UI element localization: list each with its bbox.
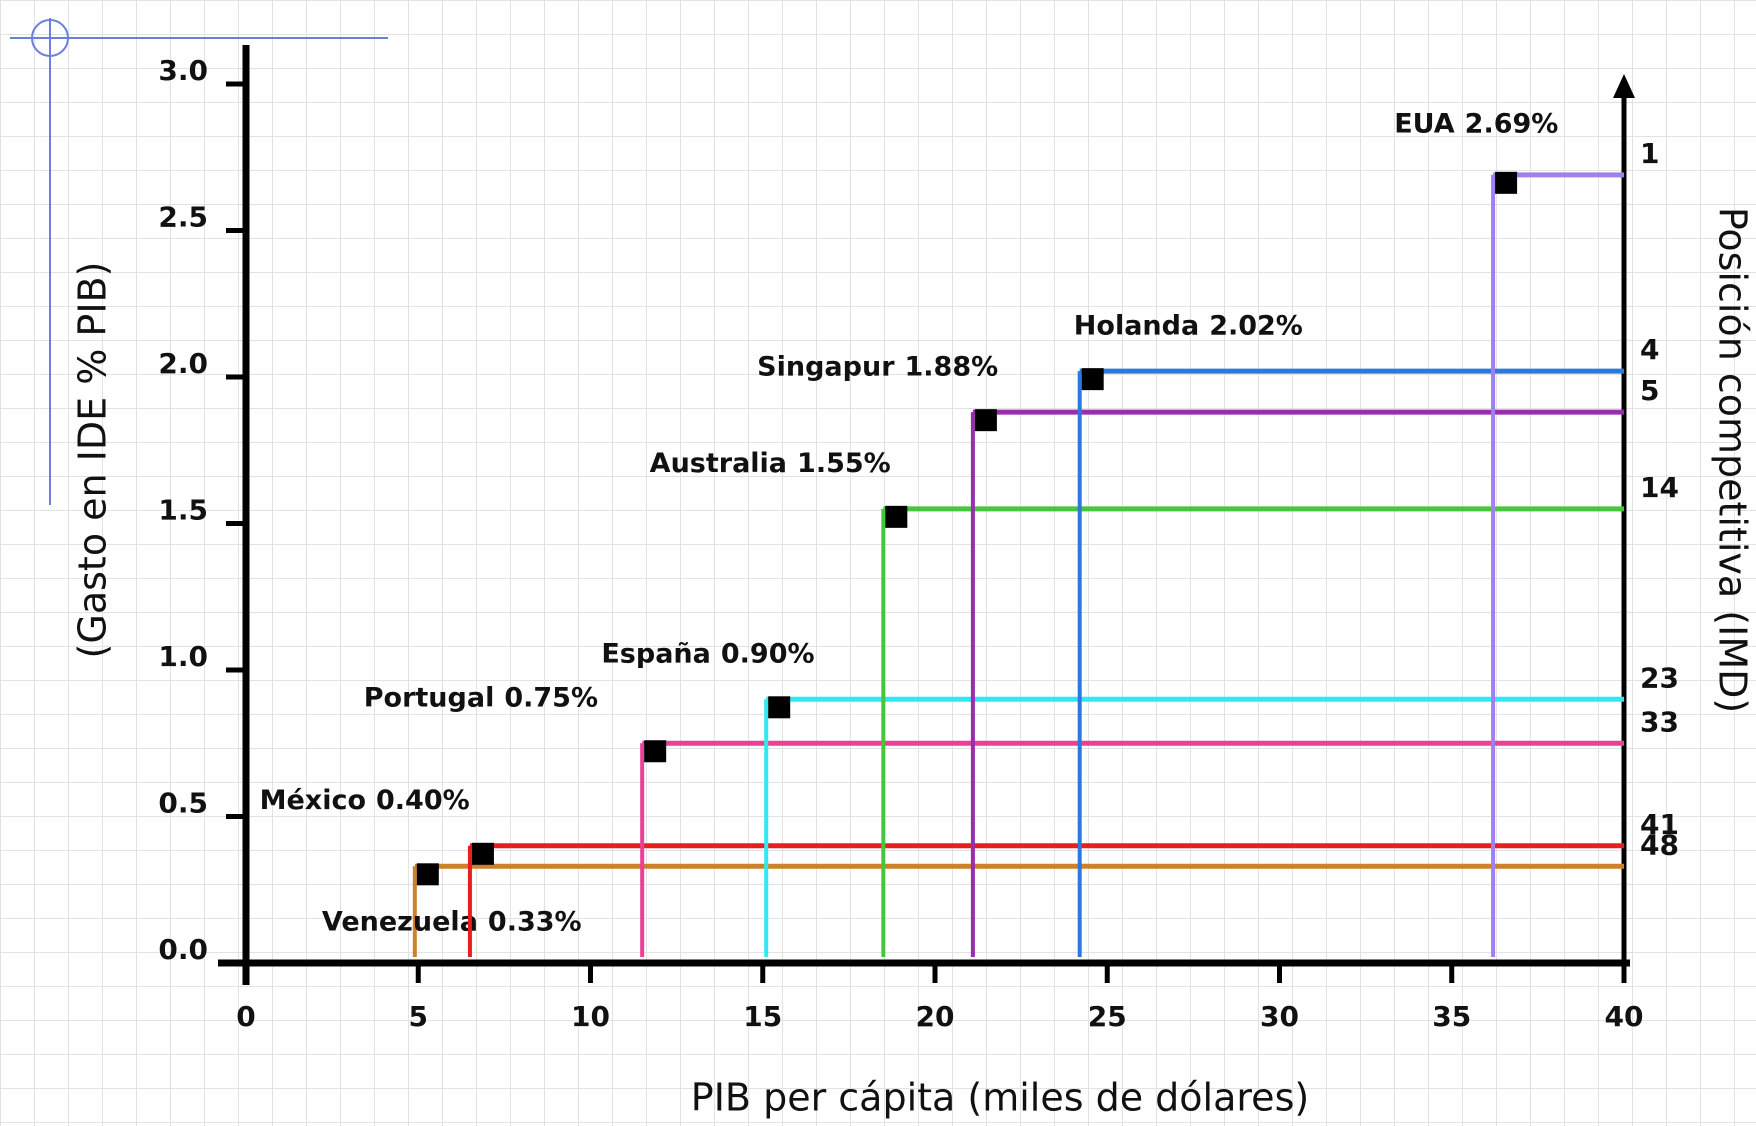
x-tick-label: 40 <box>1605 1000 1644 1033</box>
y-tick-label: 1.0 <box>158 640 208 673</box>
value-label: 0.90% <box>721 638 815 669</box>
x-tick-label: 30 <box>1260 1000 1299 1033</box>
x-axis-title: PIB per cápita (miles de dólares) <box>691 1076 1309 1120</box>
country-name: México <box>260 785 366 816</box>
point-label: Holanda 2.02% <box>1074 310 1303 341</box>
value-label: 0.75% <box>504 682 598 713</box>
y-tick-label: 2.0 <box>158 347 208 380</box>
value-label: 1.88% <box>905 351 999 382</box>
y2-axis-arrow <box>1613 74 1635 98</box>
point <box>644 740 667 763</box>
point <box>1081 368 1104 391</box>
country-name: Venezuela <box>322 906 478 937</box>
y-tick-label: 1.5 <box>158 494 208 527</box>
rank-label: 48 <box>1640 828 1679 861</box>
point <box>416 863 439 886</box>
x-tick-label: 10 <box>571 1000 610 1033</box>
rank-label: 1 <box>1640 137 1659 170</box>
y-tick-label: 2.5 <box>158 201 208 234</box>
point <box>885 505 908 528</box>
y-tick-label: 0.0 <box>158 933 208 966</box>
point <box>768 696 791 719</box>
decoration <box>10 18 388 505</box>
value-label: 1.55% <box>797 448 891 479</box>
rank-label: 41 <box>1640 808 1679 841</box>
y-tick-label: 3.0 <box>158 54 208 87</box>
x-tick-label: 0 <box>236 1000 255 1033</box>
point-label: Australia 1.55% <box>650 448 891 479</box>
value-label: 0.33% <box>488 906 582 937</box>
point-label: Venezuela 0.33% <box>322 906 582 937</box>
y-tick-label: 0.5 <box>158 787 208 820</box>
point-label: Singapur 1.88% <box>757 351 998 382</box>
country-name: EUA <box>1394 108 1455 139</box>
rank-label: 5 <box>1640 374 1659 407</box>
point-label: España 0.90% <box>601 638 814 669</box>
x-tick-label: 15 <box>743 1000 782 1033</box>
point <box>1495 171 1518 194</box>
rank-label: 23 <box>1640 661 1679 694</box>
point <box>471 842 494 865</box>
country-name: Singapur <box>757 351 895 382</box>
point-label: México 0.40% <box>260 785 470 816</box>
x-tick-label: 25 <box>1088 1000 1127 1033</box>
value-label: 2.02% <box>1209 310 1303 341</box>
country-name: Australia <box>650 448 787 479</box>
value-label: 2.69% <box>1465 108 1559 139</box>
x-tick-label: 5 <box>409 1000 428 1033</box>
point-label: Portugal 0.75% <box>364 682 598 713</box>
x-tick-label: 20 <box>916 1000 955 1033</box>
rank-label: 4 <box>1640 333 1659 366</box>
rank-label: 14 <box>1640 471 1679 504</box>
rank-label: 33 <box>1640 705 1679 738</box>
value-label: 0.40% <box>376 785 470 816</box>
y-axis-title: (Gasto en IDE % PIB) <box>71 262 115 659</box>
x-tick-label: 35 <box>1432 1000 1471 1033</box>
point <box>974 409 997 432</box>
country-name: Portugal <box>364 682 495 713</box>
point-label: EUA 2.69% <box>1394 108 1558 139</box>
y2-axis-title: Posición competitiva (IMD) <box>1711 207 1755 713</box>
country-name: España <box>601 638 711 669</box>
country-name: Holanda <box>1074 310 1199 341</box>
